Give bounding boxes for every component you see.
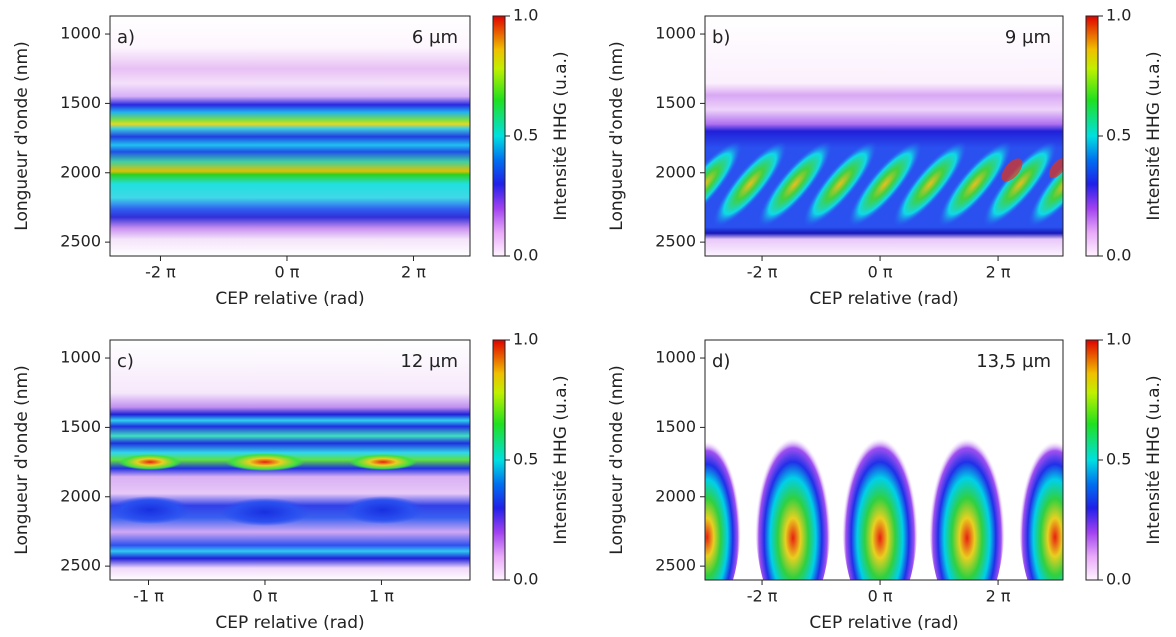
x-axis-label: CEP relative (rad) (215, 289, 364, 309)
y-tick-label: 2500 (60, 232, 101, 251)
colorbar-label: Intensité HHG (u.a.) (551, 375, 571, 544)
colorbar-tick-label: 1.0 (1106, 6, 1131, 25)
x-tick-label: 2 π (986, 587, 1011, 606)
x-tick-label: -2 π (747, 263, 778, 282)
x-tick-label: 1 π (369, 587, 394, 606)
x-tick-label: 2 π (401, 263, 426, 282)
colorbar-tick-label: 1.0 (1106, 330, 1131, 349)
colorbar-tick-label: 0.5 (1106, 126, 1131, 145)
x-axis-label: CEP relative (rad) (215, 613, 364, 633)
y-tick-label: 1500 (60, 93, 101, 112)
plot-frame (109, 15, 471, 257)
heatmap (110, 340, 470, 580)
annotation: 12 µm (400, 351, 458, 372)
plot-frame (704, 15, 1064, 257)
x-tick-label: -2 π (145, 263, 176, 282)
x-axis-label: CEP relative (rad) (809, 613, 958, 633)
x-axis-label: CEP relative (rad) (809, 289, 958, 309)
panel-label: d) (712, 351, 730, 372)
y-axis-label: Longueur d'onde (nm) (607, 41, 627, 230)
panel-label: a) (117, 27, 135, 48)
x-tick-label: 0 π (275, 263, 300, 282)
colorbar-tick-label: 1.0 (513, 330, 538, 349)
x-tick-label: 0 π (868, 587, 893, 606)
x-tick-label: 0 π (253, 587, 278, 606)
y-tick-label: 1000 (655, 348, 696, 367)
y-tick-label: 1500 (655, 93, 696, 112)
y-tick-label: 1000 (60, 348, 101, 367)
colorbar-tick-label: 0.5 (513, 450, 538, 469)
heatmap (705, 16, 1063, 256)
colorbar-tick-label: 0.0 (1106, 570, 1131, 589)
y-tick-label: 2000 (60, 486, 101, 505)
x-tick-label: 2 π (986, 263, 1011, 282)
colorbar-tick-label: 0.0 (513, 570, 538, 589)
annotation: 13,5 µm (976, 351, 1051, 372)
y-tick-label: 2500 (60, 556, 101, 575)
colorbar-label: Intensité HHG (u.a.) (551, 51, 571, 220)
plot-frame (704, 339, 1064, 581)
plot-frame (109, 339, 471, 581)
x-tick-label: 0 π (868, 263, 893, 282)
y-tick-label: 1500 (60, 417, 101, 436)
annotation: 6 µm (412, 27, 458, 48)
heatmap (110, 16, 470, 256)
y-tick-label: 2000 (655, 486, 696, 505)
panel-label: b) (712, 27, 730, 48)
y-axis-label: Longueur d'onde (nm) (607, 365, 627, 554)
colorbar (1085, 15, 1099, 257)
colorbar-label: Intensité HHG (u.a.) (1144, 51, 1164, 220)
colorbar-tick-label: 1.0 (513, 6, 538, 25)
colorbar (1085, 339, 1099, 581)
colorbar-tick-label: 0.0 (513, 246, 538, 265)
colorbar (492, 339, 506, 581)
heatmap (705, 340, 1063, 580)
panel-label: c) (117, 351, 134, 372)
y-tick-label: 2000 (655, 162, 696, 181)
x-tick-label: -1 π (133, 587, 164, 606)
y-tick-label: 2000 (60, 162, 101, 181)
annotation: 9 µm (1005, 27, 1051, 48)
y-tick-label: 1000 (655, 24, 696, 43)
colorbar-tick-label: 0.0 (1106, 246, 1131, 265)
colorbar (492, 15, 506, 257)
y-tick-label: 1000 (60, 24, 101, 43)
y-tick-label: 1500 (655, 417, 696, 436)
y-axis-label: Longueur d'onde (nm) (12, 41, 32, 230)
y-tick-label: 2500 (655, 556, 696, 575)
y-tick-label: 2500 (655, 232, 696, 251)
colorbar-label: Intensité HHG (u.a.) (1144, 375, 1164, 544)
x-tick-label: -2 π (747, 587, 778, 606)
colorbar-tick-label: 0.5 (513, 126, 538, 145)
y-axis-label: Longueur d'onde (nm) (12, 365, 32, 554)
colorbar-tick-label: 0.5 (1106, 450, 1131, 469)
